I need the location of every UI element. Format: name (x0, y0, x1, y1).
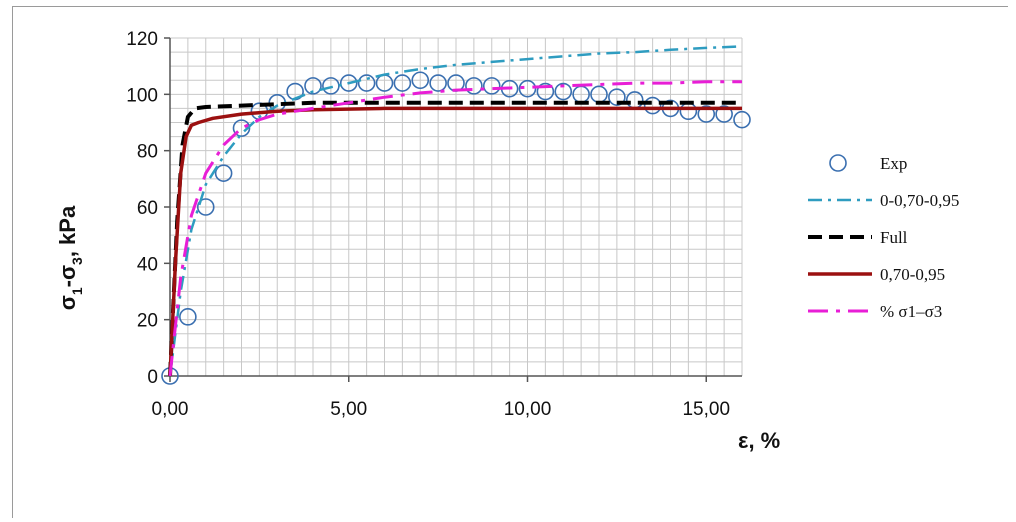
exp-point (697, 105, 716, 123)
legend-marker (829, 154, 847, 172)
legend-item: % σ1–σ3 (808, 302, 942, 321)
exp-point (733, 110, 751, 129)
legend-item: Full (808, 228, 908, 247)
legend-label: 0,70-0,95 (880, 265, 945, 284)
exp-point (465, 77, 483, 95)
series-3 (168, 106, 742, 377)
exp-point (608, 88, 626, 106)
exp-point (357, 74, 376, 92)
legend-item: Exp (829, 154, 907, 173)
legend: Exp 0-0,70-0,95 Full 0,70-0,95 % σ1–σ3 (808, 154, 959, 321)
legend-label: Exp (880, 154, 907, 173)
legend-item: 0,70-0,95 (808, 265, 945, 284)
legend-label: 0-0,70-0,95 (880, 191, 959, 210)
legend-label: Full (880, 228, 908, 247)
exp-point (536, 82, 555, 101)
exp-point (304, 77, 322, 95)
y-tick-label: 120 (126, 29, 158, 50)
x-tick-label: 10,00 (504, 399, 552, 420)
series-line (168, 45, 743, 377)
x-tick-label: 0,00 (152, 399, 189, 420)
series-line (168, 80, 742, 377)
exp-point (429, 74, 447, 92)
y-tick-label: 40 (137, 254, 158, 275)
x-axis-title: ε, % (738, 428, 780, 453)
exp-point (179, 308, 197, 326)
exp-point (554, 82, 573, 101)
exp-point (518, 79, 537, 98)
y-axis-title: σ1-σ3, kPa (55, 205, 85, 310)
exp-point (411, 71, 430, 90)
exp-point (482, 77, 501, 95)
y-tick-label: 0 (147, 367, 158, 388)
exp-point (232, 119, 251, 137)
y-tick-label: 60 (137, 198, 158, 219)
tick-labels: 0 20 40 60 80 100 120 0,00 5,00 10,00 15,00 (126, 29, 730, 420)
series-line (168, 106, 742, 377)
series-layer (161, 45, 751, 385)
chart-frame (12, 6, 1008, 518)
x-tick-label: 5,00 (330, 399, 367, 420)
exp-point (715, 105, 733, 123)
y-tick-label: 80 (137, 142, 158, 163)
axes (164, 37, 742, 382)
y-tick-label: 20 (137, 311, 158, 332)
series-2 (168, 100, 742, 377)
series-line (168, 100, 742, 377)
series-1 (168, 45, 743, 377)
y-tick-label: 100 (126, 85, 158, 106)
exp-point (214, 164, 233, 182)
legend-label: % σ1–σ3 (880, 302, 942, 321)
y-axis-title-group: σ1-σ3, kPa (55, 205, 85, 310)
legend-item: 0-0,70-0,95 (808, 191, 959, 210)
exp-point (339, 74, 358, 92)
exp-point (643, 96, 662, 115)
exp-point (393, 74, 412, 92)
exp-point (196, 198, 215, 216)
series-4 (168, 80, 742, 377)
x-tick-label: 15,00 (682, 399, 730, 420)
